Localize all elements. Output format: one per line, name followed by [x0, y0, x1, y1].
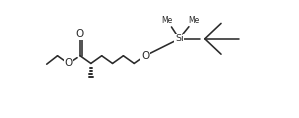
Text: O: O — [64, 58, 72, 68]
Text: O: O — [141, 51, 149, 61]
Text: Si: Si — [175, 34, 184, 43]
Text: O: O — [76, 29, 84, 39]
Text: Me: Me — [188, 16, 199, 25]
Text: Me: Me — [161, 16, 173, 25]
